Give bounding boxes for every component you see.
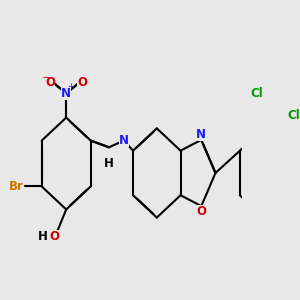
Text: O: O [50,230,60,243]
Text: Cl: Cl [288,109,300,122]
Text: Cl: Cl [250,87,263,100]
Text: O: O [77,76,87,89]
Text: −: − [42,74,50,83]
Text: +: + [67,82,74,91]
Text: Br: Br [9,180,24,193]
Text: O: O [196,205,206,218]
Text: N: N [119,134,129,147]
Text: N: N [196,128,206,141]
Text: H: H [38,230,48,243]
Text: O: O [45,76,56,89]
Text: H: H [104,157,114,170]
Text: N: N [61,87,71,100]
